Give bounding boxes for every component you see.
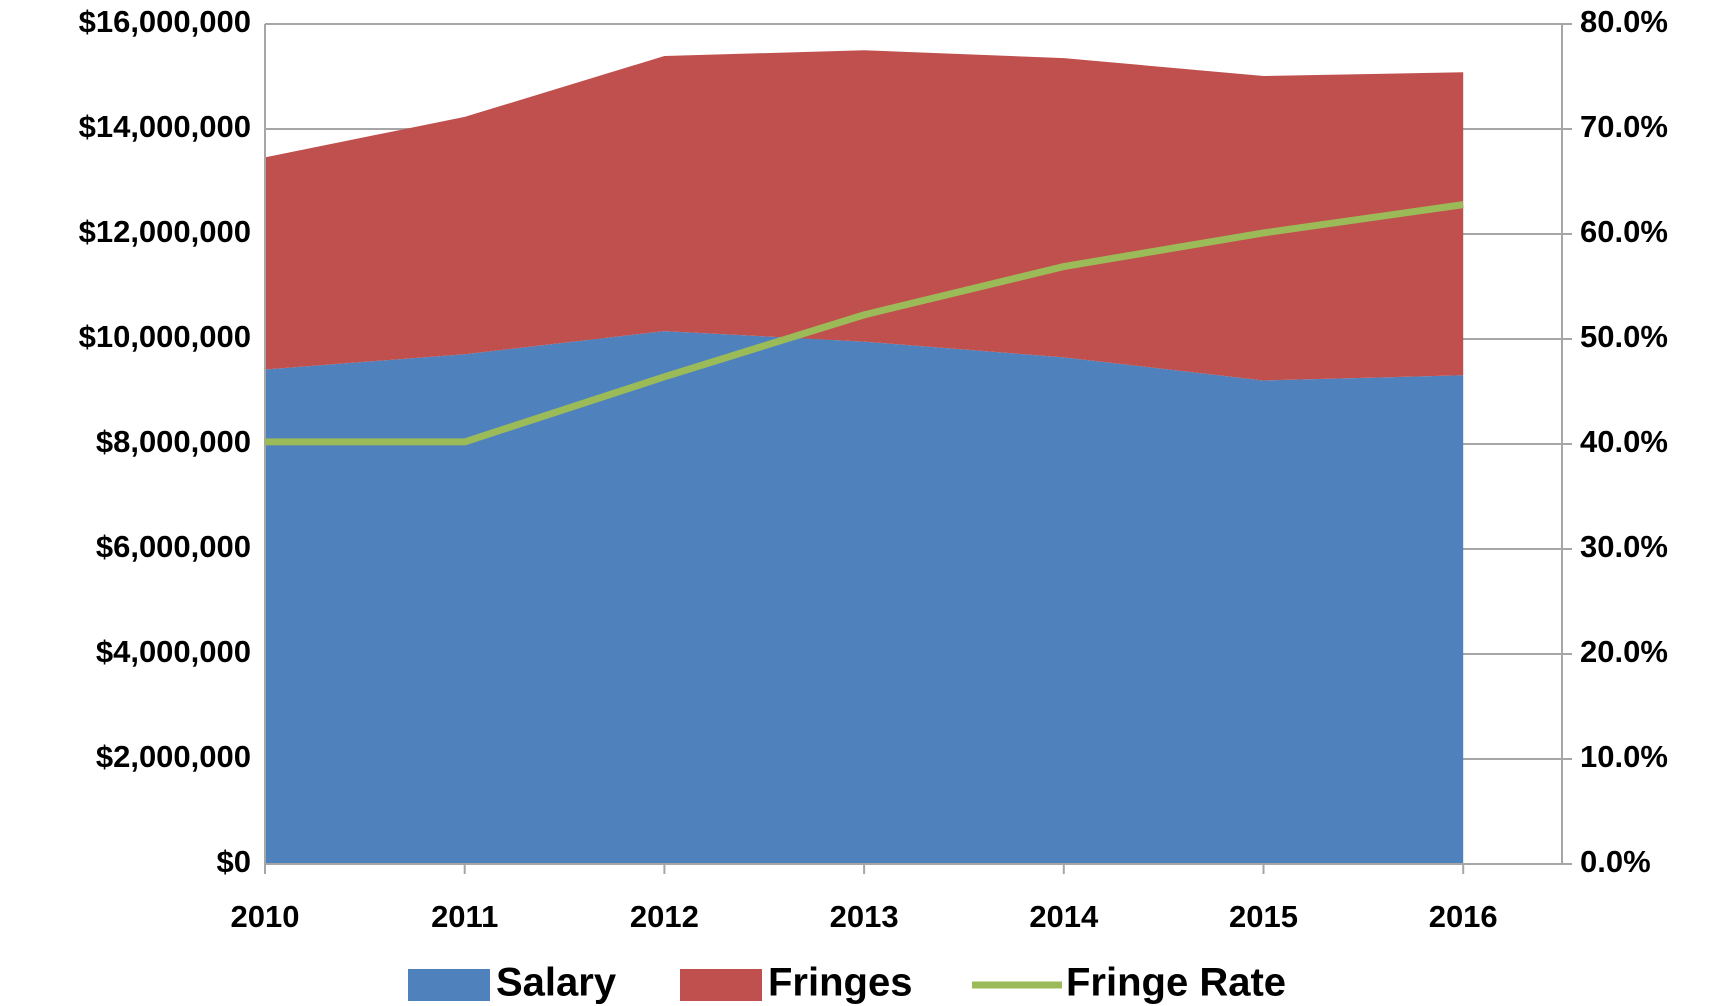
y-tick-label: $16,000,000 <box>79 4 251 39</box>
y2-tick-label: 60.0% <box>1580 214 1668 249</box>
y2-tick-label: 10.0% <box>1580 739 1668 774</box>
x-tick-label: 2010 <box>231 899 300 934</box>
legend-swatch <box>408 969 490 1001</box>
line <box>265 201 1464 446</box>
x-tick-label: 2013 <box>830 899 899 934</box>
y2-tick-label: 70.0% <box>1580 109 1668 144</box>
x-tick-label: 2014 <box>1029 899 1099 934</box>
y-tick-label: $10,000,000 <box>79 319 251 354</box>
y2-tick-label: 0.0% <box>1580 844 1651 879</box>
y-tick-label: $6,000,000 <box>96 529 251 564</box>
y2-tick-label: 20.0% <box>1580 634 1668 669</box>
y2-tick-label: 30.0% <box>1580 529 1668 564</box>
x-tick-label: 2012 <box>630 899 699 934</box>
y-tick-label: $14,000,000 <box>79 109 251 144</box>
x-tick-label: 2015 <box>1229 899 1298 934</box>
y2-tick-label: 40.0% <box>1580 424 1668 459</box>
y-tick-label: $8,000,000 <box>96 424 251 459</box>
y-tick-label: $0 <box>217 844 251 879</box>
y2-tick-label: 50.0% <box>1580 319 1668 354</box>
area <box>265 331 1464 864</box>
area <box>265 50 1464 381</box>
y2-tick-label: 80.0% <box>1580 4 1668 39</box>
y-tick-label: $2,000,000 <box>96 739 251 774</box>
x-tick-label: 2011 <box>431 899 498 934</box>
legend-label: Fringe Rate <box>1066 961 1286 1005</box>
legend-swatch <box>680 969 762 1001</box>
x-tick-label: 2016 <box>1429 899 1498 934</box>
y-tick-label: $4,000,000 <box>96 634 251 669</box>
legend-label: Fringes <box>768 961 912 1005</box>
legend-label: Salary <box>496 961 617 1005</box>
y-tick-label: $12,000,000 <box>79 214 251 249</box>
